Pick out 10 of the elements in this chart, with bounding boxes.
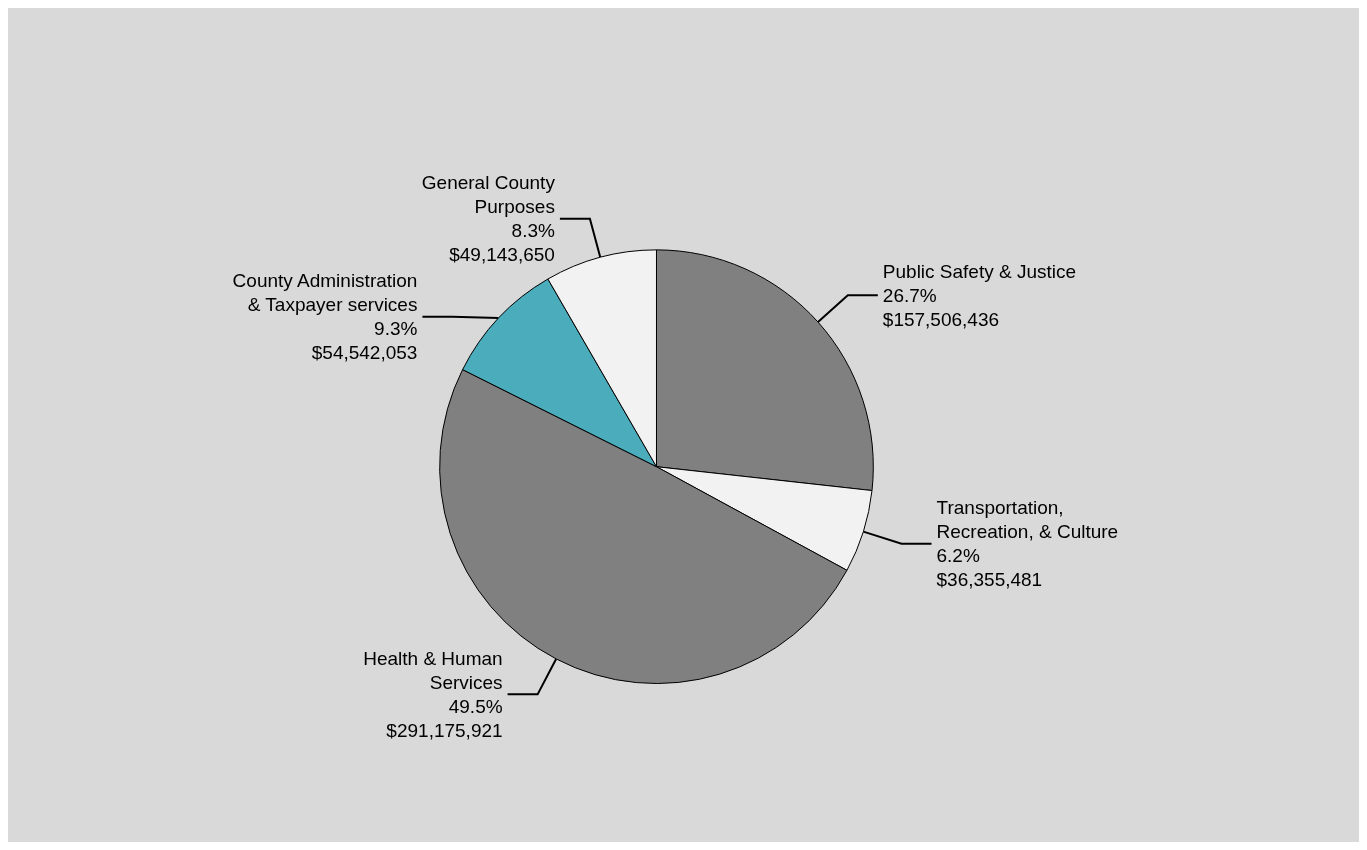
- slice-label: Public Safety & Justice: [882, 260, 1077, 282]
- data-label: 6.2% $36,355,481: [936, 545, 1043, 591]
- slice-label: Health & Human Services: [363, 647, 503, 693]
- slice-label: General County Purposes: [421, 172, 556, 218]
- slice-label: County Administration & Taxpayer services: [232, 270, 418, 316]
- data-label: 8.3% $49,143,650: [449, 220, 555, 266]
- data-label: 26.7% $157,506,436: [882, 284, 1000, 330]
- data-label: 9.3% $54,542,053: [311, 318, 418, 364]
- slice-label: Transportation, Recreation, & Culture: [936, 497, 1119, 543]
- data-label: 49.5% $291,175,921: [386, 695, 503, 741]
